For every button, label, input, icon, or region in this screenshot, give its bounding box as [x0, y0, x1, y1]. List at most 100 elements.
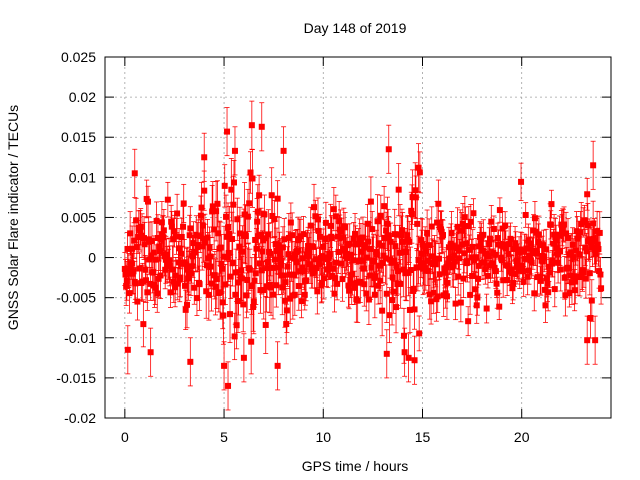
- data-point: [258, 231, 265, 238]
- data-point: [234, 298, 241, 305]
- data-point: [220, 312, 227, 319]
- data-point: [527, 240, 534, 247]
- data-point: [157, 272, 164, 279]
- data-point: [346, 287, 353, 294]
- y-tick-label: -0.015: [56, 370, 96, 386]
- data-point: [362, 244, 369, 251]
- data-point: [559, 225, 566, 232]
- data-point: [533, 228, 540, 235]
- data-point: [577, 229, 584, 236]
- data-point: [243, 292, 250, 299]
- data-point: [332, 213, 339, 220]
- data-point: [580, 269, 587, 276]
- data-point: [176, 245, 183, 252]
- data-point: [477, 240, 484, 247]
- y-tick-label: -0.02: [64, 410, 96, 426]
- data-point: [257, 287, 264, 294]
- data-point: [154, 290, 161, 297]
- data-point: [130, 268, 137, 275]
- data-point: [567, 272, 574, 279]
- data-point: [162, 266, 169, 273]
- data-point: [568, 279, 575, 286]
- data-point: [351, 284, 358, 291]
- data-point: [572, 247, 579, 254]
- data-point: [152, 284, 159, 291]
- data-point: [474, 294, 481, 301]
- data-point: [543, 246, 550, 253]
- data-point: [412, 194, 419, 201]
- data-point: [274, 195, 281, 202]
- data-point: [239, 248, 246, 255]
- data-point: [587, 314, 594, 321]
- data-point: [264, 259, 271, 266]
- data-point: [334, 280, 341, 287]
- data-point: [246, 200, 253, 207]
- data-point: [507, 235, 514, 242]
- data-point: [170, 236, 177, 243]
- data-point: [590, 220, 597, 227]
- data-point: [597, 271, 604, 278]
- data-point: [184, 301, 191, 308]
- data-point: [128, 260, 135, 267]
- data-point: [244, 277, 251, 284]
- data-point: [287, 219, 294, 226]
- data-point: [370, 257, 377, 264]
- data-point: [512, 240, 519, 247]
- data-point: [320, 275, 327, 282]
- data-point: [408, 207, 415, 214]
- data-point: [399, 238, 406, 245]
- data-point: [156, 243, 163, 250]
- data-point: [164, 196, 171, 203]
- data-point: [217, 244, 224, 251]
- data-point: [557, 248, 564, 255]
- data-point: [408, 211, 415, 218]
- data-point: [504, 262, 511, 269]
- data-point: [315, 227, 322, 234]
- data-point: [448, 230, 455, 237]
- data-point: [473, 254, 480, 261]
- data-point: [222, 281, 229, 288]
- data-point: [436, 255, 443, 262]
- data-point: [261, 211, 268, 218]
- data-point: [160, 227, 167, 234]
- data-point: [175, 259, 182, 266]
- data-point: [410, 285, 417, 292]
- data-point: [274, 362, 281, 369]
- data-point: [134, 298, 141, 305]
- data-point: [494, 235, 501, 242]
- data-point: [301, 291, 308, 298]
- data-point: [349, 271, 356, 278]
- tick-labels: -0.02 -0.015 -0.01 -0.005 0 0.005 0.01 0.015 0.0…: [56, 49, 529, 445]
- data-point: [199, 243, 206, 250]
- data-point: [208, 280, 215, 287]
- data-point: [276, 250, 283, 257]
- data-point: [167, 289, 174, 296]
- data-point: [327, 222, 334, 229]
- data-point: [539, 258, 546, 265]
- data-point: [366, 245, 373, 252]
- data-point: [365, 296, 372, 303]
- data-point: [342, 224, 349, 231]
- data-point: [187, 358, 194, 365]
- data-point: [411, 357, 418, 364]
- data-point: [462, 222, 469, 229]
- data-point: [190, 240, 197, 247]
- data-point: [435, 200, 442, 207]
- data-point: [248, 338, 255, 345]
- data-point: [449, 243, 456, 250]
- data-point: [293, 259, 300, 266]
- data-point: [311, 204, 318, 211]
- data-point: [443, 264, 450, 271]
- data-point: [314, 216, 321, 223]
- data-point: [359, 257, 366, 264]
- data-point: [536, 242, 543, 249]
- x-tick-label: 20: [514, 429, 530, 445]
- data-point: [191, 284, 198, 291]
- series-gnss-solar-flare-indicator: [121, 100, 605, 411]
- data-point: [256, 260, 263, 267]
- data-point: [588, 239, 595, 246]
- data-point: [212, 283, 219, 290]
- data-point: [470, 210, 477, 217]
- data-point: [281, 236, 288, 243]
- data-point: [289, 232, 296, 239]
